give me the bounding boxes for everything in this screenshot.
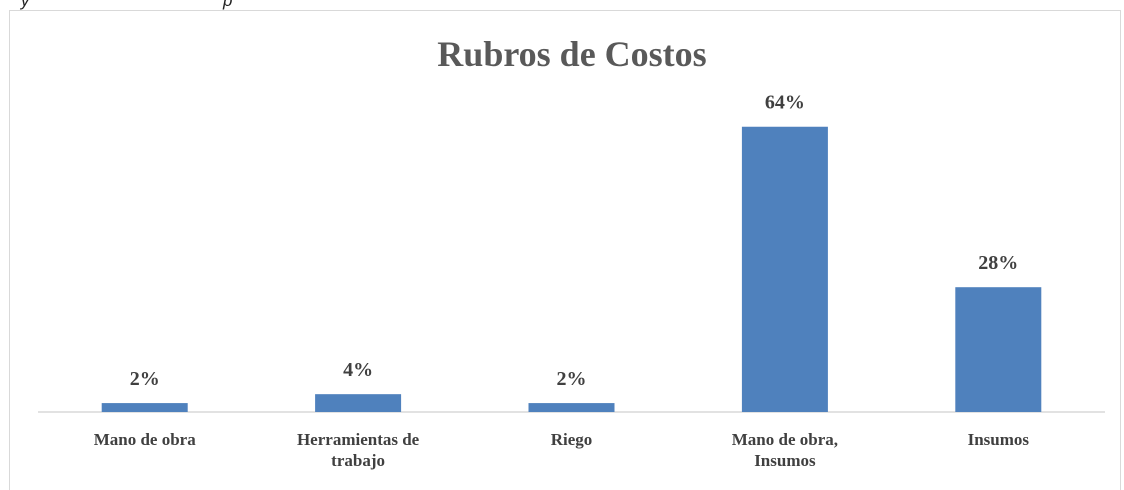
- bar-1: [101, 403, 188, 412]
- caption-fragment: y p: [2, 0, 233, 10]
- data-label-4: 64%: [765, 92, 805, 114]
- bars-group: [101, 126, 1042, 412]
- chart-title: Rubros de Costos: [437, 34, 706, 74]
- category-tick-labels: Mano de obra Herramientas de trabajo Riego M…: [94, 430, 1030, 470]
- data-labels-group: 2% 4% 2% 64% 28%: [130, 92, 1019, 390]
- chart-frame: [9, 10, 1121, 490]
- tick-label-line: Riego: [551, 430, 593, 449]
- bar-2: [315, 394, 402, 412]
- tick-label-4: Mano de obra, Insumos: [732, 430, 838, 470]
- tick-label-line: Herramientas de: [297, 430, 420, 449]
- tick-label-line: Mano de obra,: [732, 430, 838, 449]
- bar-3: [528, 403, 615, 412]
- data-label-2: 4%: [343, 359, 373, 381]
- tick-label-line: trabajo: [331, 451, 385, 470]
- tick-label-1: Mano de obra: [94, 430, 197, 449]
- bar-5: [955, 287, 1042, 412]
- data-label-3: 2%: [557, 368, 587, 390]
- tick-label-line: Mano de obra: [94, 430, 197, 449]
- tick-label-2: Herramientas de trabajo: [297, 430, 420, 470]
- tick-label-3: Riego: [551, 430, 593, 449]
- bar-4: [741, 126, 828, 412]
- tick-label-line: Insumos: [754, 451, 816, 470]
- tick-label-5: Insumos: [968, 430, 1030, 449]
- data-label-1: 2%: [130, 368, 160, 390]
- data-label-5: 28%: [978, 252, 1018, 274]
- tick-label-line: Insumos: [968, 430, 1030, 449]
